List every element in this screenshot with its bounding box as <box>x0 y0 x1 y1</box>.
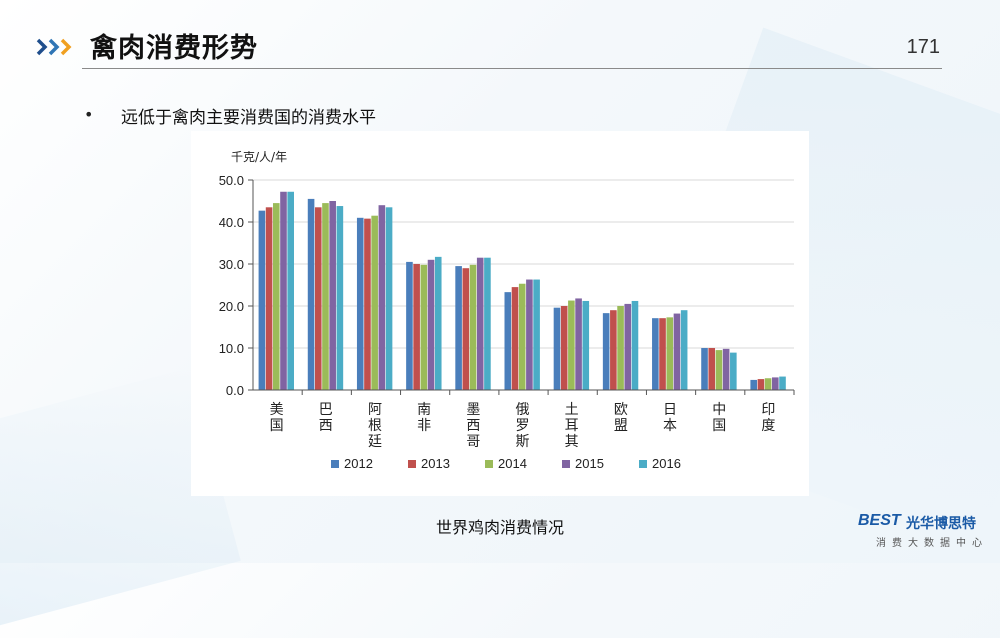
bar-2013-巴西 <box>314 207 322 390</box>
bar-2012-土耳其 <box>553 307 561 390</box>
title-divider <box>82 68 942 69</box>
legend-label-2014: 2014 <box>498 456 527 471</box>
x-tick-label: 日本 <box>663 402 677 434</box>
bar-2014-巴西 <box>322 203 329 390</box>
bullet-text: 远低于禽肉主要消费国的消费水平 <box>121 108 376 128</box>
legend-label-2015: 2015 <box>575 456 604 471</box>
bar-2016-巴西 <box>336 206 344 390</box>
bar-2016-南非 <box>434 256 442 390</box>
bar-chart: 0.0 10.0 20.0 30.0 40.0 50.0 美国 巴西 阿根廷 南非 墨西哥 俄罗斯 土耳… <box>219 150 795 471</box>
bar-2012-中国 <box>701 348 708 390</box>
bar-2013-土耳其 <box>560 306 568 390</box>
bar-2015-中国 <box>722 348 730 390</box>
bar-2013-南非 <box>413 264 420 390</box>
y-tick-label: 20.0 <box>219 299 244 314</box>
bar-2016-美国 <box>287 191 294 390</box>
bar-2015-欧盟 <box>624 303 632 390</box>
x-tick-label: 墨西哥 <box>466 402 480 450</box>
bar-2013-美国 <box>265 207 273 390</box>
bar-2012-欧盟 <box>602 313 610 390</box>
legend-label-2016: 2016 <box>652 456 681 471</box>
bar-2016-欧盟 <box>631 300 639 390</box>
bar-2015-俄罗斯 <box>526 279 533 390</box>
bar-2012-阿根廷 <box>356 217 364 390</box>
y-tick-label: 10.0 <box>219 341 244 356</box>
bar-2014-土耳其 <box>568 300 575 390</box>
bar-2013-印度 <box>757 379 765 390</box>
bar-2015-土耳其 <box>575 298 582 390</box>
bar-2015-印度 <box>772 377 779 390</box>
legend-label-2012: 2012 <box>344 456 373 471</box>
y-axis-label: 千克/人/年 <box>231 150 287 164</box>
page-title: 禽肉消费形势 <box>90 33 258 64</box>
bar-2012-美国 <box>258 210 266 390</box>
legend-swatch-2016 <box>639 460 647 468</box>
bar-2014-欧盟 <box>617 306 624 390</box>
bar-2014-俄罗斯 <box>518 283 526 390</box>
bar-2014-阿根廷 <box>371 215 378 390</box>
legend-swatch-2014 <box>485 460 493 468</box>
x-tick-label: 欧盟 <box>614 402 628 434</box>
bar-2015-巴西 <box>329 201 336 390</box>
bar-2015-美国 <box>280 191 287 390</box>
bar-2014-中国 <box>715 350 723 390</box>
bar-2014-印度 <box>764 378 772 390</box>
legend-swatch-2015 <box>562 460 570 468</box>
bar-2016-中国 <box>730 352 737 390</box>
x-tick-label: 土耳其 <box>565 402 579 450</box>
logo-badge: BEST <box>858 512 901 529</box>
bullet-icon: • <box>84 105 94 124</box>
x-tick-label: 俄罗斯 <box>516 402 530 450</box>
x-tick-label: 中国 <box>712 402 726 434</box>
logo-name: 光华博思特 <box>906 516 976 532</box>
bar-2013-俄罗斯 <box>511 287 519 390</box>
bar-2012-南非 <box>406 261 413 390</box>
company-logo: BEST 光华博思特 消费大数据中心 <box>858 512 988 552</box>
bar-2016-印度 <box>779 376 786 390</box>
y-tick-label: 30.0 <box>219 257 244 272</box>
bar-2012-俄罗斯 <box>504 292 512 390</box>
bar-2015-南非 <box>427 259 435 390</box>
x-tick-label: 印度 <box>761 402 775 434</box>
bar-2016-日本 <box>680 310 688 390</box>
x-tick-label: 南非 <box>417 402 431 434</box>
bar-2015-墨西哥 <box>476 257 484 390</box>
bar-2016-阿根廷 <box>385 207 393 390</box>
bar-2014-南非 <box>420 264 428 390</box>
bar-2012-日本 <box>652 318 659 390</box>
bar-2013-中国 <box>708 348 716 390</box>
bar-2012-墨西哥 <box>455 266 462 390</box>
y-tick-label: 50.0 <box>219 173 244 188</box>
bar-2013-墨西哥 <box>462 268 470 390</box>
x-tick-label: 阿根廷 <box>368 402 382 450</box>
bar-2015-阿根廷 <box>378 205 386 390</box>
y-tick-label: 0.0 <box>226 383 244 398</box>
bar-2013-阿根廷 <box>364 218 371 390</box>
bar-2013-日本 <box>659 318 666 390</box>
x-tick-label: 美国 <box>270 402 284 434</box>
y-tick-label: 40.0 <box>219 215 244 230</box>
bar-2016-土耳其 <box>582 300 590 390</box>
bar-2014-日本 <box>666 317 674 390</box>
bar-2014-美国 <box>272 203 280 390</box>
chart-caption: 世界鸡肉消费情况 <box>435 518 564 537</box>
bar-2016-墨西哥 <box>484 257 491 390</box>
logo-subtitle: 消费大数据中心 <box>876 538 988 549</box>
legend-swatch-2012 <box>331 460 339 468</box>
bar-2012-印度 <box>750 379 758 390</box>
legend-label-2013: 2013 <box>421 456 450 471</box>
bar-2012-巴西 <box>307 198 315 390</box>
bar-2015-日本 <box>673 313 681 390</box>
bar-2016-俄罗斯 <box>533 279 540 390</box>
legend-swatch-2013 <box>408 460 416 468</box>
page-number: 171 <box>906 36 940 58</box>
bar-2013-欧盟 <box>610 310 617 390</box>
chart-panel: 0.0 10.0 20.0 30.0 40.0 50.0 美国 巴西 阿根廷 南非 墨西哥 俄罗斯 土耳… <box>191 131 809 496</box>
x-tick-label: 巴西 <box>319 402 333 434</box>
chevron-arrows-icon <box>36 38 72 56</box>
bar-2014-墨西哥 <box>469 264 477 390</box>
